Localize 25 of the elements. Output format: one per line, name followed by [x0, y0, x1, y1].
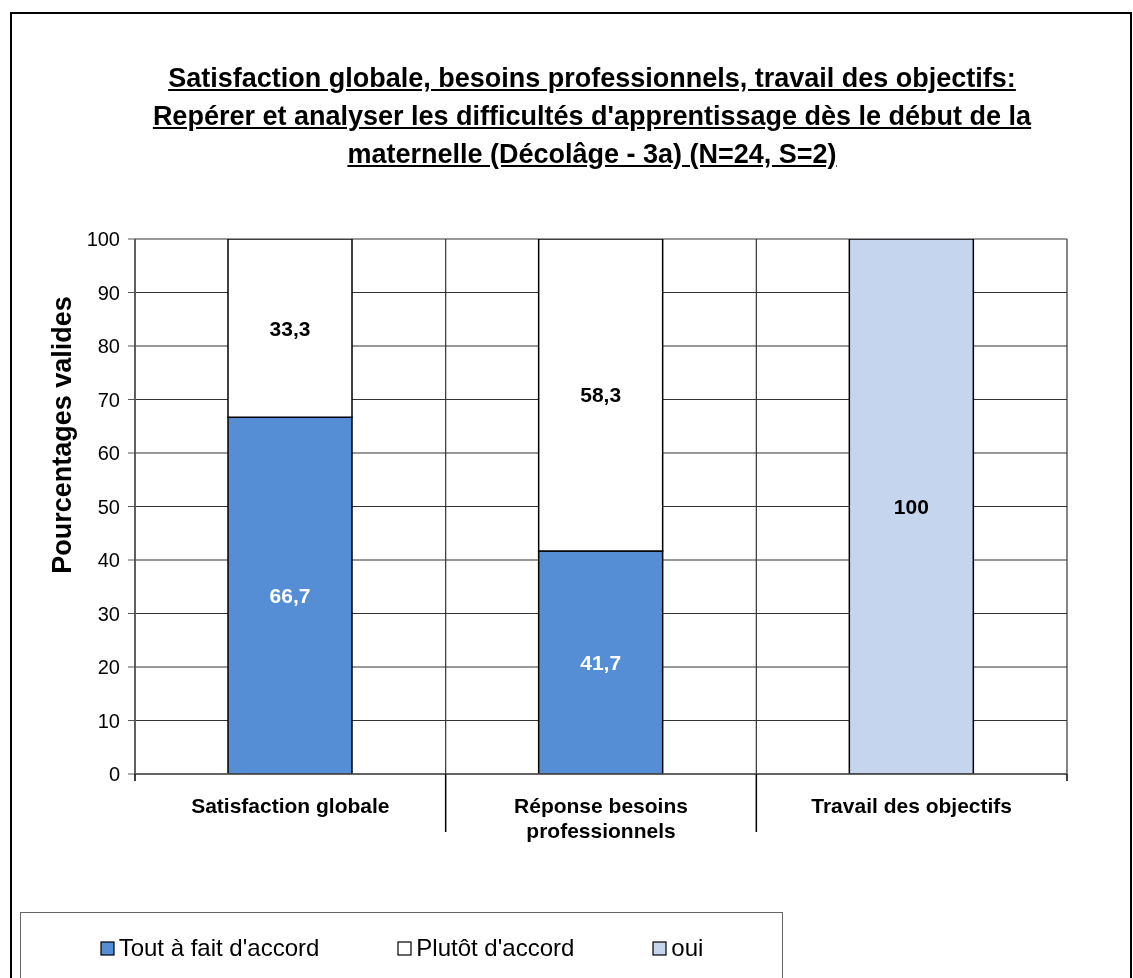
y-tick-label: 40	[97, 549, 120, 572]
y-tick-label: 100	[86, 228, 120, 251]
y-tick-label: 0	[108, 763, 120, 786]
y-tick-label: 50	[97, 495, 120, 518]
data-label: 58,3	[580, 383, 622, 407]
data-label: 66,7	[269, 584, 311, 608]
y-tick-label: 20	[97, 656, 120, 679]
x-tick-label: Travail des objectifs	[811, 794, 1013, 817]
x-tick-label: Réponse besoins professionnels	[514, 794, 688, 843]
legend-label: Plutôt d'accord	[416, 934, 575, 962]
y-tick-label: 70	[97, 388, 120, 411]
bar	[848, 239, 975, 774]
x-tick-label: Satisfaction globale	[191, 794, 390, 817]
y-axis-title: Pourcentages valides	[47, 296, 77, 574]
y-tick-label: 30	[97, 602, 120, 625]
y-tick-label: 10	[97, 709, 120, 732]
chart-title: Satisfaction globale, besoins professionnels, travail des objectifs: Repérer et analyser les difficultés d'apprentissage dès le début de la maternelle (Décolâge - 3a) (N=24, S=2)	[151, 62, 1033, 171]
y-tick-label: 60	[97, 442, 120, 465]
data-label: 100	[893, 495, 929, 518]
legend-label: Tout à fait d'accord	[118, 934, 320, 962]
y-tick-label: 90	[97, 281, 120, 304]
y-tick-label: 80	[97, 335, 120, 358]
legend-label: oui	[671, 934, 704, 962]
data-label: 33,3	[269, 316, 311, 340]
data-label: 41,7	[580, 650, 622, 674]
